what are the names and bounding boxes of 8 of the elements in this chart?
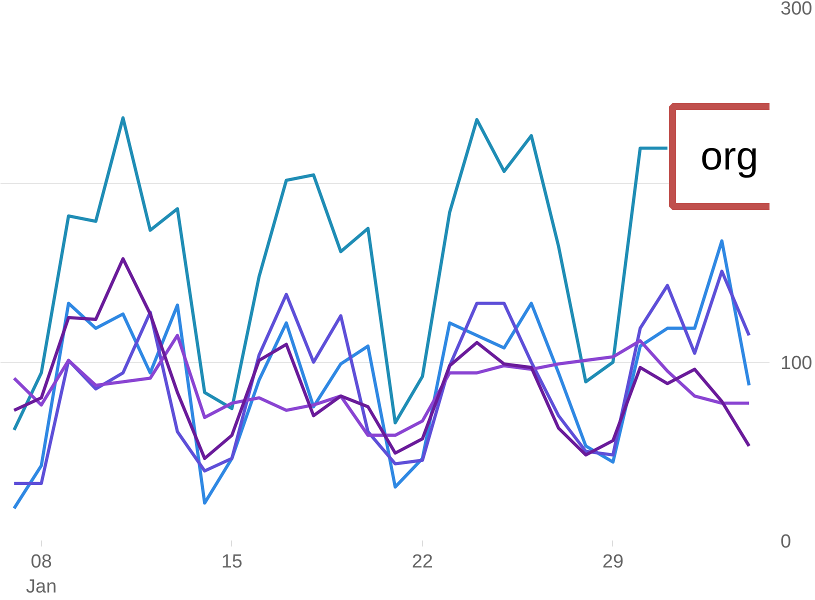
annotation: org (700, 134, 758, 178)
x-tick-label: 15 (221, 552, 242, 572)
y-tick-label: 100 (780, 353, 812, 374)
x-tick-label: 08 Jan (26, 552, 57, 598)
x-tick-label: 22 (412, 552, 434, 572)
y-tick-label: 0 (780, 532, 792, 552)
x-tick-label: 29 (602, 552, 624, 572)
y-tick-label: 300 (780, 0, 812, 20)
